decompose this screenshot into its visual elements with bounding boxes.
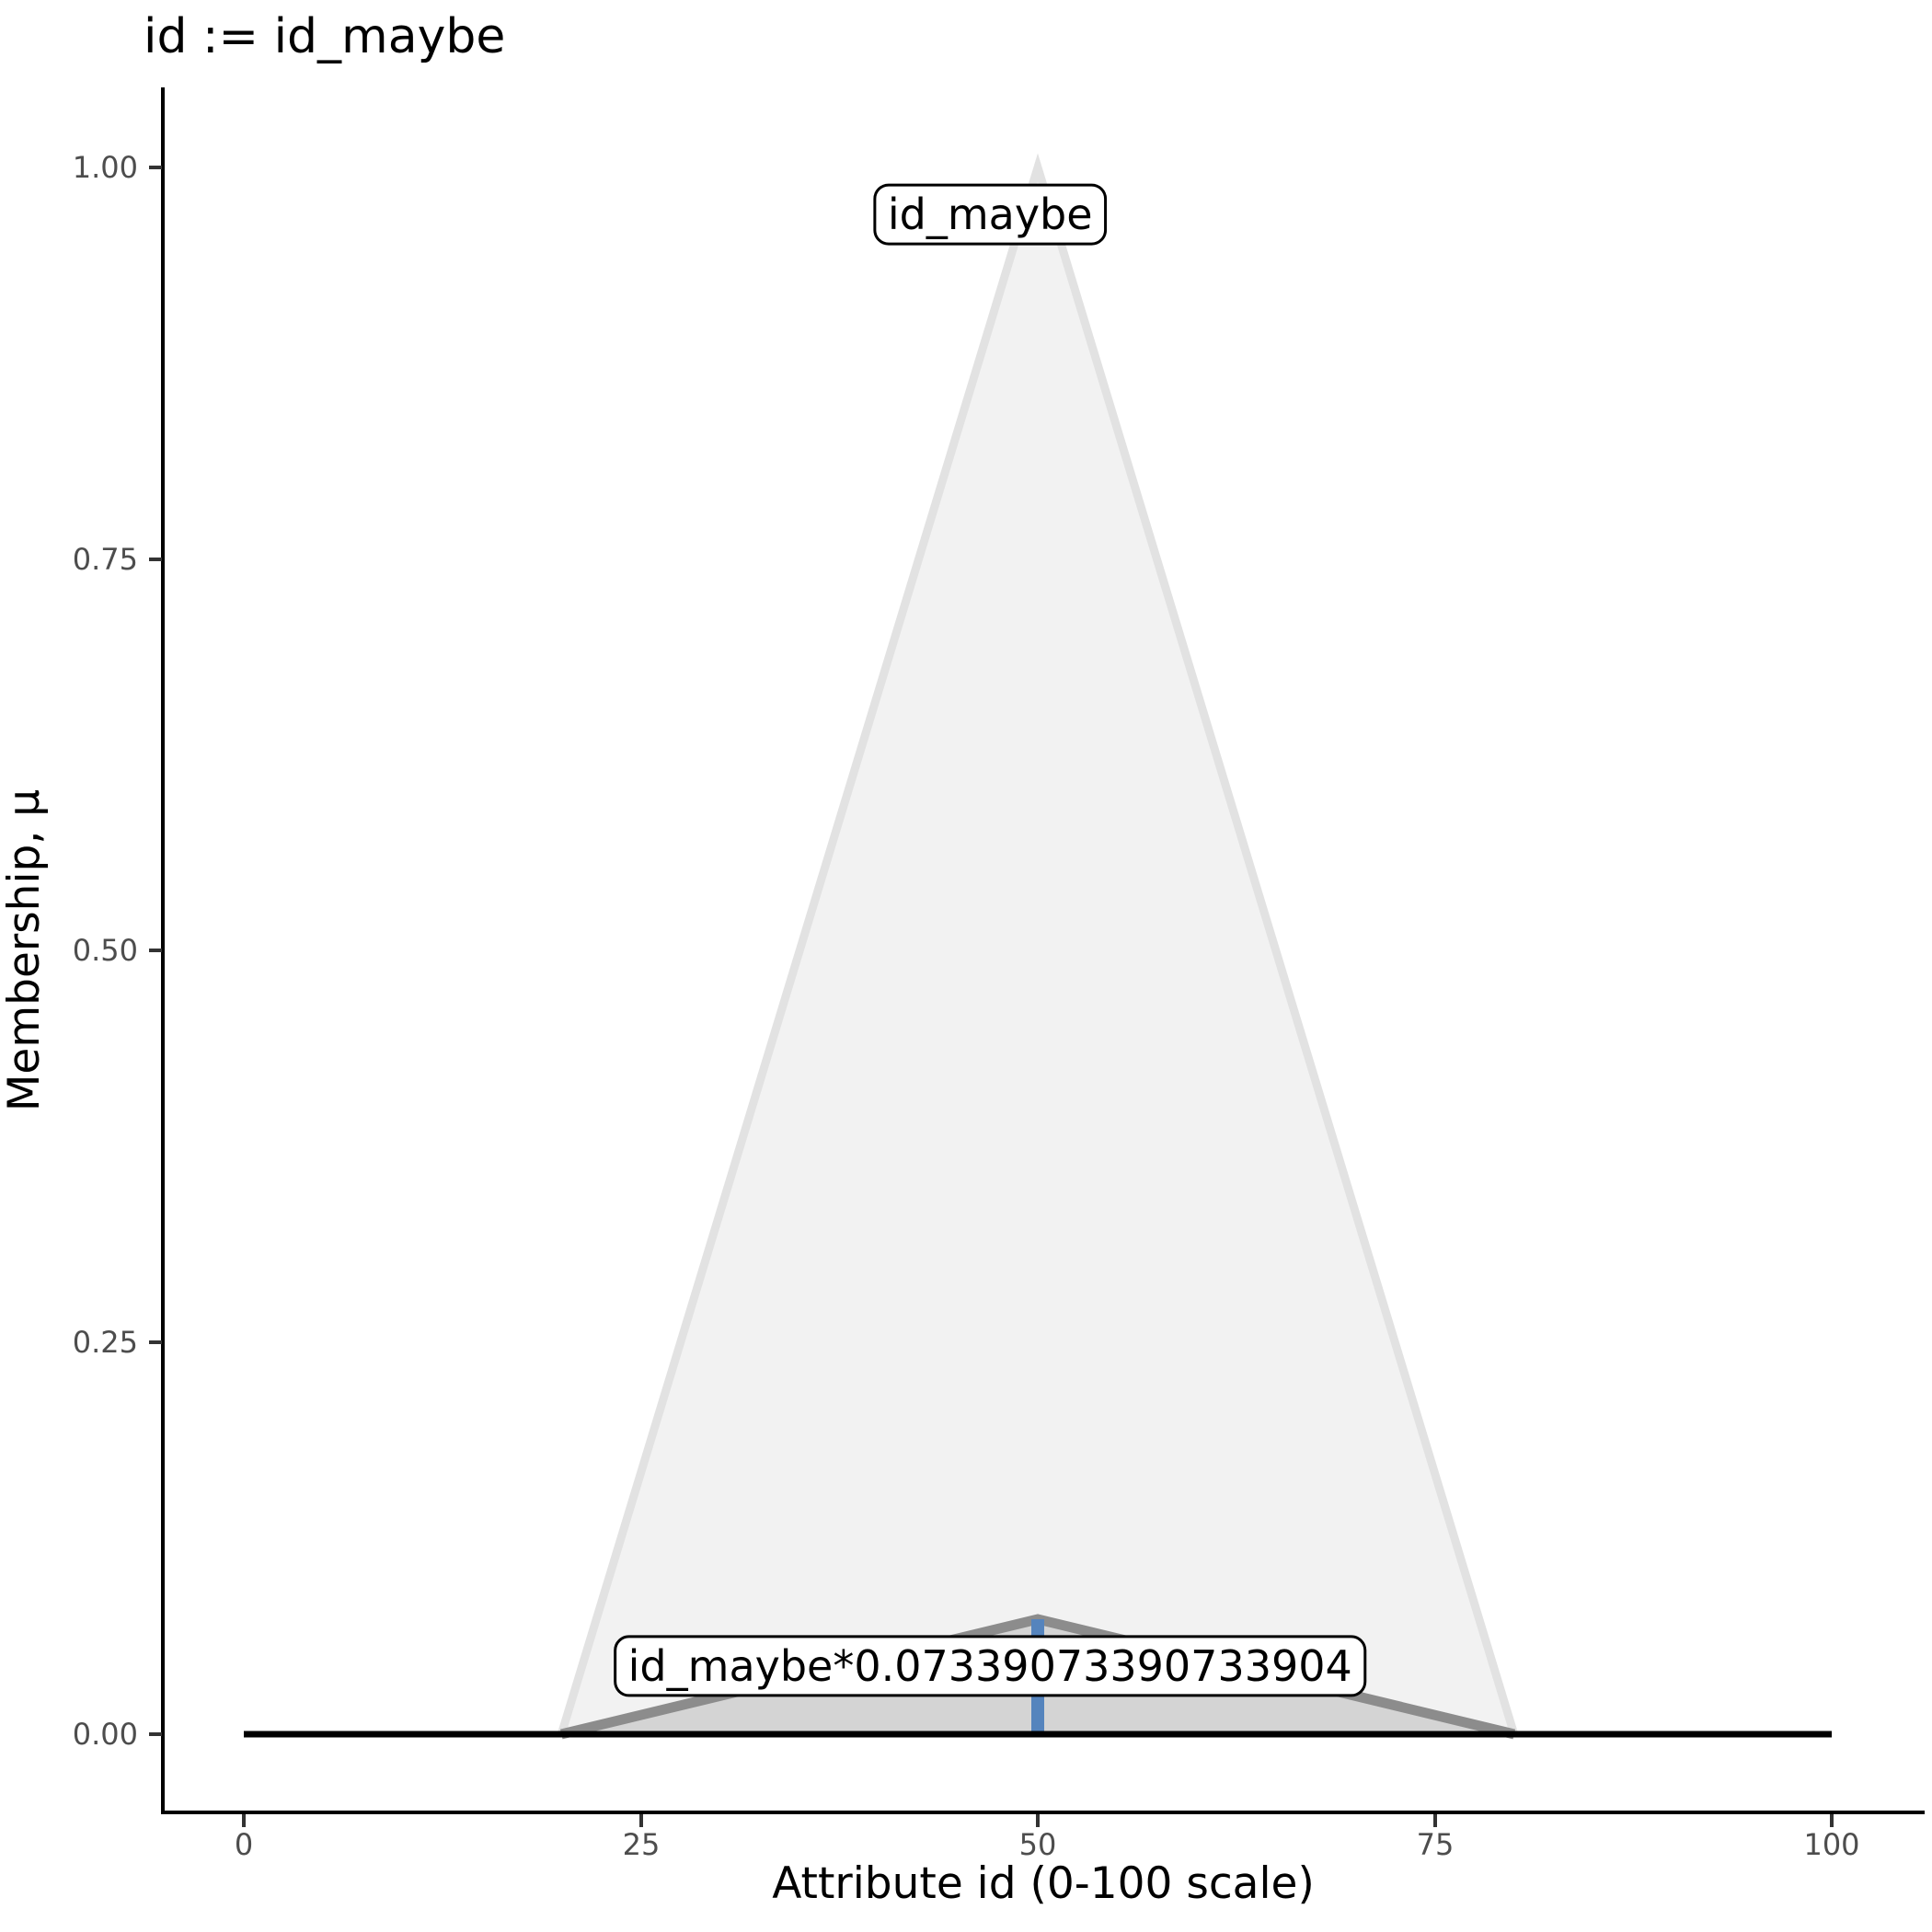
annotation-label: id_maybe [888,190,1093,239]
y-tick-label: 1.00 [73,150,138,185]
y-tick-label: 0.25 [73,1325,138,1360]
x-tick-label: 100 [1803,1827,1859,1862]
x-tick-label: 50 [1019,1827,1057,1862]
x-tick-label: 25 [623,1827,661,1862]
y-axis-title: Membership, μ [0,789,50,1111]
y-tick-label: 0.50 [73,933,138,968]
id_maybe-line [557,153,1519,1736]
y-axis-tick-labels: 1.00 0.75 0.50 0.25 0.00 [73,150,138,1752]
id_maybe-area [561,167,1514,1734]
annotation-box [873,183,1108,246]
y-axis-ticks [149,166,162,1736]
x-axis-tick-labels: 0 25 50 75 100 [235,1827,1860,1862]
annotation-layer: id_maybe id_maybe*0.07339073390733904 [614,183,1367,1697]
x-tick-label: 75 [1417,1827,1455,1862]
chart-title: id := id_maybe [144,9,505,64]
x-tick-label: 0 [235,1827,253,1862]
annotation-label: id_maybe*0.07339073390733904 [628,1641,1352,1691]
y-tick-label: 0.75 [73,542,138,577]
x-axis-ticks [242,1814,1834,1827]
y-tick-label: 0.00 [73,1717,138,1752]
annotation-box [614,1635,1367,1697]
x-axis-title: Attribute id (0-100 scale) [772,1858,1315,1909]
